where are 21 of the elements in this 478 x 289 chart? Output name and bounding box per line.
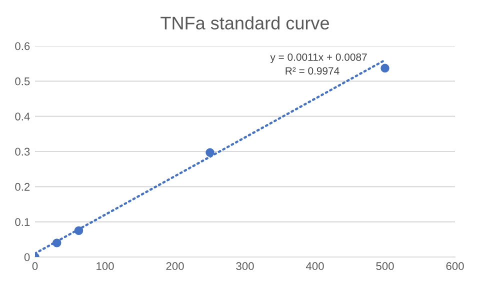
x-tick-label: 500 <box>376 262 394 270</box>
y-tick-label: 0.6 <box>15 42 30 50</box>
annotation: R² = 0.9974 <box>286 67 340 75</box>
y-tick-label: 0.2 <box>15 182 30 191</box>
x-tick-label: 200 <box>166 262 184 270</box>
point <box>206 148 214 157</box>
x-tick-label: 400 <box>306 262 324 270</box>
y-tick-label: 0.4 <box>15 112 30 120</box>
y-tick-label: 0.1 <box>15 218 30 226</box>
chart-title: TNFa standard curve <box>160 16 329 30</box>
point <box>52 238 62 248</box>
point <box>74 226 84 235</box>
x-tick-label: 600 <box>446 262 464 270</box>
y-tick-label: 0 <box>24 253 30 262</box>
y-tick-label: 0.3 <box>15 148 30 156</box>
x-tick-label: 100 <box>96 262 114 270</box>
x-tick-label: 0 <box>32 262 38 270</box>
y-tick-label: 0.5 <box>15 77 30 86</box>
x-tick-label: 300 <box>236 262 254 270</box>
annotation: y = 0.0011x + 0.0087 <box>270 53 367 63</box>
point <box>380 64 390 73</box>
